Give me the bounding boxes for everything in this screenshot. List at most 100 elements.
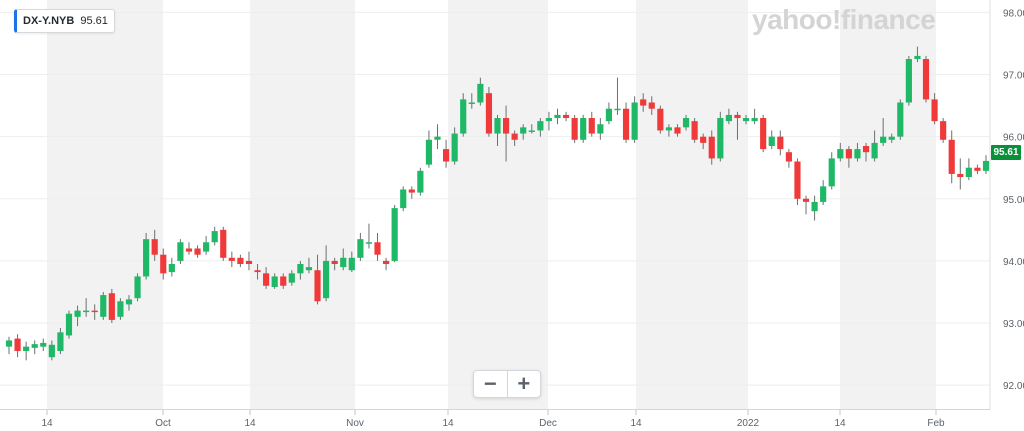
candle-body [502, 118, 510, 134]
candle-body [520, 127, 527, 134]
candle-body [580, 118, 587, 140]
candle [708, 130, 715, 165]
y-tick-label: 92.00 [1003, 381, 1024, 392]
candle-body [185, 248, 193, 252]
candle-body [340, 257, 347, 268]
y-tick-label: 93.00 [1003, 319, 1024, 330]
candle [511, 130, 518, 146]
candle-body [751, 118, 758, 122]
candle-body [974, 167, 981, 171]
candle-body [314, 270, 321, 302]
candle-body [665, 127, 672, 131]
candle [777, 130, 784, 156]
candle-body [837, 149, 844, 159]
candle-body [348, 257, 355, 271]
candle-body [562, 114, 570, 119]
candle-body [228, 257, 235, 261]
month-band [636, 0, 748, 410]
x-tick-label: Dec [539, 418, 557, 429]
candle [588, 111, 595, 137]
candle-body [931, 99, 938, 122]
y-tick-label: 95.00 [1003, 195, 1024, 206]
candle-body [511, 133, 518, 140]
candle-body [811, 201, 818, 212]
candle [177, 239, 184, 265]
candle-body [554, 114, 561, 119]
candle-body [177, 242, 184, 261]
ticker-symbol: DX-Y.NYB [23, 15, 75, 27]
candle [305, 257, 313, 274]
candle-body [768, 136, 775, 146]
candle [528, 124, 535, 134]
candle [348, 251, 355, 273]
candle-body [331, 260, 338, 265]
candle [691, 118, 698, 143]
candle [554, 108, 561, 125]
candle-body [871, 142, 878, 159]
month-band [47, 0, 163, 410]
ticker-badge[interactable]: DX-Y.NYB 95.61 [14, 9, 115, 33]
candle [331, 257, 338, 271]
candle-body [288, 273, 295, 283]
candle [605, 102, 612, 125]
candle [734, 111, 741, 140]
candle-body [691, 121, 698, 140]
month-band [250, 0, 355, 410]
y-tick-label: 97.00 [1003, 71, 1024, 82]
candle [125, 295, 133, 311]
candle [742, 114, 750, 125]
candle [468, 93, 475, 109]
candle [134, 273, 141, 302]
candle [185, 242, 193, 255]
candles [5, 46, 990, 361]
candle-body [65, 313, 73, 336]
candle [631, 96, 638, 143]
y-tick-label: 98.00 [1003, 8, 1024, 19]
candle-body [31, 344, 38, 348]
candle [323, 245, 330, 302]
candle-body [297, 264, 304, 274]
candle-body [160, 254, 167, 274]
candle-body [845, 149, 852, 159]
month-band [840, 0, 936, 410]
x-tick-label: Oct [155, 418, 171, 429]
candle [48, 340, 55, 361]
x-tick-label: 14 [442, 418, 454, 429]
zoom-out-button[interactable]: − [483, 371, 497, 396]
candle [237, 254, 244, 268]
candle-body [777, 136, 784, 150]
candle [228, 251, 235, 268]
candle-body [494, 118, 501, 134]
candle [83, 298, 90, 317]
candle [108, 288, 115, 324]
candle [314, 254, 321, 305]
candle-body [442, 149, 450, 162]
candle-body [828, 158, 835, 187]
candle-body [374, 242, 381, 255]
candle [400, 186, 407, 212]
candle-body [674, 127, 681, 134]
candle [40, 338, 47, 351]
candle-body [91, 310, 98, 313]
candle [665, 124, 672, 137]
candle [494, 114, 501, 146]
candle [657, 105, 664, 134]
candle-body [897, 102, 904, 137]
candle-body [451, 133, 458, 162]
candle [220, 226, 227, 261]
candle-body [125, 299, 133, 305]
candle-body [117, 301, 124, 317]
candle [160, 248, 167, 280]
candle-body [365, 242, 373, 244]
candle [374, 232, 381, 261]
candle-body [194, 248, 201, 255]
candle [965, 158, 972, 181]
candle-body [605, 108, 612, 122]
candle-body [537, 121, 544, 131]
zoom-in-button[interactable]: + [506, 371, 541, 397]
candle-body [417, 170, 424, 193]
candle-body [957, 173, 964, 178]
candle-body [5, 340, 13, 347]
candle-body [880, 136, 887, 143]
